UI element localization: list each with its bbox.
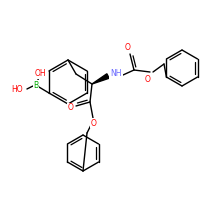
Text: O: O [91,118,97,128]
Text: O: O [68,104,74,112]
Text: HO: HO [11,86,23,95]
Text: O: O [125,44,131,52]
Text: OH: OH [34,70,46,78]
Text: NH: NH [110,70,122,78]
Text: O: O [145,74,151,84]
Polygon shape [92,74,109,84]
Text: B: B [33,80,39,90]
